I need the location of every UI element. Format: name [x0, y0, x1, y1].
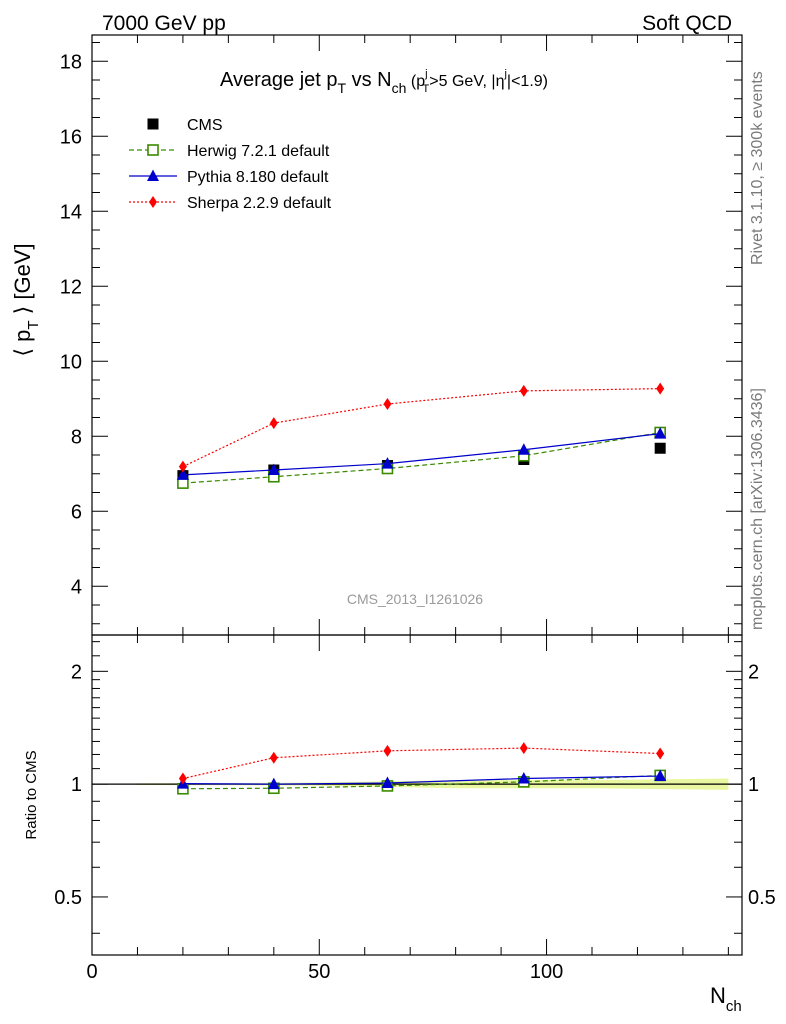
- x-tick-label: 100: [530, 961, 563, 983]
- ratio-y-tick-label-left: 2: [71, 661, 82, 683]
- x-tick-label: 0: [86, 961, 97, 983]
- main-pythia-8-180-default-point: [381, 457, 394, 469]
- ratio-panel: 0 50 100 0.5 0.5 1 1 2 2: [54, 634, 776, 983]
- mcplots-label: mcplots.cern.ch [arXiv:1306.3436]: [749, 388, 766, 630]
- ratio-y-tick-label-left: 1: [71, 774, 82, 796]
- main-y-tick-label: 12: [60, 276, 82, 298]
- ratio-sherpa-2-2-9-default-point: [383, 744, 392, 757]
- x-tick-label: 50: [308, 961, 330, 983]
- main-pythia-8-180-default-point: [654, 427, 667, 439]
- legend-herwig-7-2-1-default-label: Herwig 7.2.1 default: [187, 143, 330, 160]
- main-sherpa-2-2-9-default-point: [656, 382, 665, 395]
- main-y-tick-label: 4: [71, 576, 82, 598]
- legend: CMS Herwig 7.2.1 default Pythia 8.180 defa…: [129, 117, 332, 212]
- main-sherpa-2-2-9-default-line: [182, 388, 661, 468]
- x-axis-label: Nch: [710, 983, 742, 1015]
- ratio-y-tick-label-right: 1: [748, 774, 759, 796]
- main-y-tick-label: 16: [60, 126, 82, 148]
- analysis-watermark: CMS_2013_I1261026: [347, 591, 483, 607]
- ratio-y-tick-label-right: 2: [748, 661, 759, 683]
- ratio-frame: [91, 634, 743, 956]
- ratio-sherpa-2-2-9-default-point: [269, 751, 278, 764]
- main-pythia-8-180-default-point: [176, 468, 189, 480]
- main-pythia-8-180-default-point: [267, 463, 280, 475]
- main-ylabel: ⟨ pT ⟩ [GeV]: [10, 243, 42, 356]
- main-herwig-7-2-1-default-line: [182, 431, 661, 484]
- main-sherpa-2-2-9-default-point: [519, 384, 528, 397]
- main-sherpa-2-2-9-default-point: [383, 398, 392, 410]
- header-left: 7000 GeV pp: [102, 12, 226, 35]
- ratio-ylabel: Ratio to CMS: [23, 750, 40, 839]
- ratio-sherpa-2-2-9-default-point: [656, 747, 665, 760]
- ratio-pythia-8-180-default-point: [267, 777, 280, 790]
- main-pythia-8-180-default-line: [182, 433, 661, 476]
- ratio-pythia-8-180-default-point: [381, 776, 394, 788]
- legend-pythia-8-180-default-label: Pythia 8.180 default: [187, 169, 329, 186]
- ratio-pythia-8-180-default-point: [654, 769, 667, 782]
- main-sherpa-2-2-9-default-point: [178, 460, 187, 473]
- main-y-tick-label: 8: [71, 426, 82, 448]
- ratio-sherpa-2-2-9-default-line: [182, 747, 661, 780]
- main-title: Average jet pT vs Nch (pj T>5 GeV, |ηj|<1…: [220, 68, 548, 96]
- legend-sherpa-2-2-9-default-label: Sherpa 2.2.9 default: [187, 195, 332, 212]
- legend-herwig-7-2-1-default-marker: [147, 144, 159, 156]
- main-y-tick-label: 10: [60, 351, 82, 373]
- ratio-sherpa-2-2-9-default-point: [178, 772, 187, 785]
- main-y-tick-label: 14: [60, 201, 82, 223]
- legend-cms-label: CMS: [187, 117, 223, 134]
- main-sherpa-2-2-9-default-point: [269, 417, 278, 430]
- main-cms-point: [654, 442, 666, 454]
- legend-cms-marker: [147, 118, 159, 130]
- main-y-tick-label: 6: [71, 501, 82, 523]
- ratio-y-tick-label-left: 0.5: [54, 887, 82, 909]
- main-y-tick-label: 18: [60, 51, 82, 73]
- main-pythia-8-180-default-point: [517, 443, 530, 455]
- header-right: Soft QCD: [642, 12, 732, 35]
- legend-sherpa-2-2-9-default-marker: [149, 196, 157, 208]
- main-panel: 4 6 8 10 12 14 16 18: [60, 34, 743, 636]
- ratio-sherpa-2-2-9-default-point: [519, 742, 528, 755]
- rivet-label: Rivet 3.1.10, ≥ 300k events: [749, 71, 766, 265]
- legend-pythia-8-180-default-marker: [147, 169, 159, 181]
- ratio-pythia-8-180-default-point: [517, 772, 530, 784]
- ratio-y-tick-label-right: 0.5: [748, 887, 776, 909]
